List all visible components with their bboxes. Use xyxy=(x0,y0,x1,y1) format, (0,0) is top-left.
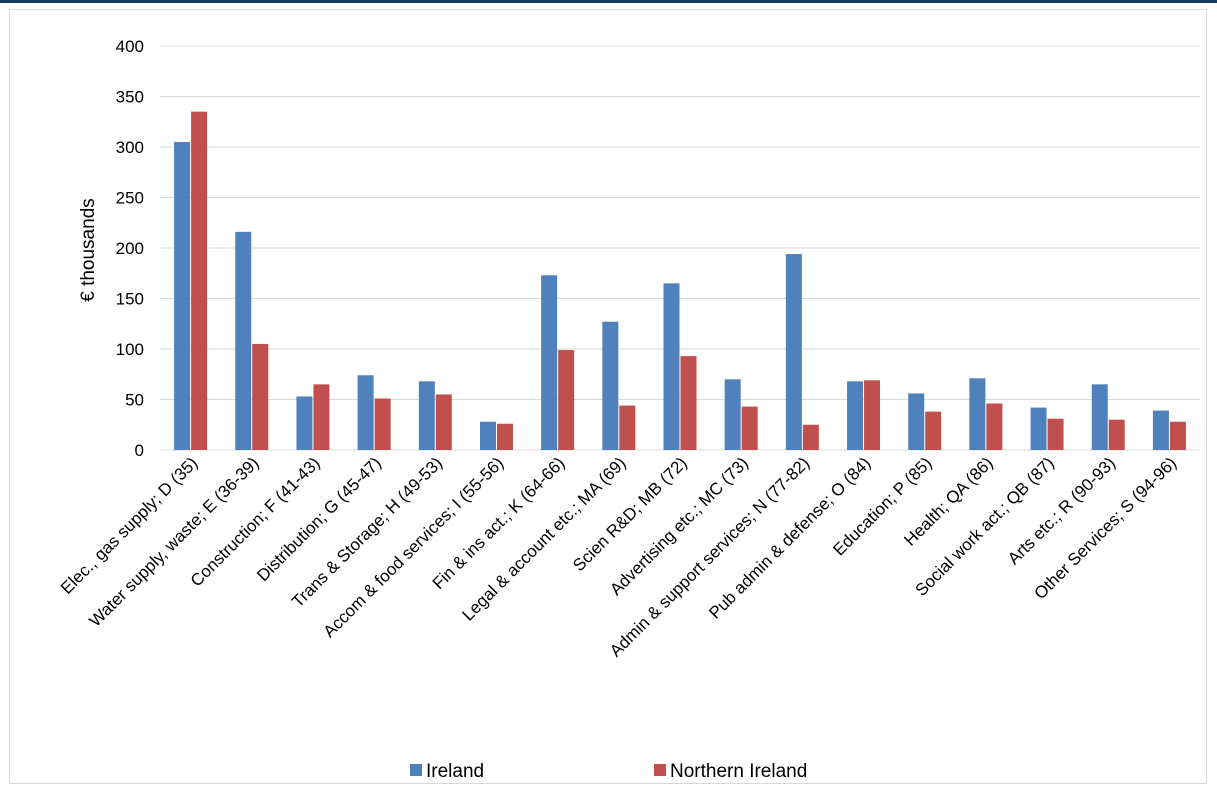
x-tick-label: Distribution; G (45-47) xyxy=(253,453,385,585)
bar-ireland xyxy=(724,379,741,450)
bar-northern-ireland xyxy=(1047,418,1064,450)
bar-northern-ireland xyxy=(191,111,208,451)
y-tick-label: 400 xyxy=(116,37,144,56)
bar-ireland xyxy=(296,396,313,450)
y-tick-label: 300 xyxy=(116,138,144,157)
bar-ireland xyxy=(908,393,925,450)
legend: Ireland Northern Ireland xyxy=(410,761,807,782)
legend-label: Northern Ireland xyxy=(670,761,807,782)
bar-ireland xyxy=(1152,410,1169,450)
bar-northern-ireland xyxy=(496,423,513,450)
bar-ireland xyxy=(235,231,252,450)
bar-northern-ireland xyxy=(1108,419,1125,450)
x-tick-label: Scien R&D; MB (72) xyxy=(569,453,691,575)
bar-ireland xyxy=(663,283,680,450)
top-border xyxy=(0,0,1217,3)
x-tick-label: Arts etc.; R (90-93) xyxy=(1004,453,1119,568)
bar-ireland xyxy=(969,378,986,450)
bar-ireland xyxy=(847,381,864,450)
bar-ireland xyxy=(602,321,619,450)
grid-layer xyxy=(160,45,1200,451)
bar-northern-ireland xyxy=(558,350,575,450)
bar-northern-ireland xyxy=(252,343,269,450)
bar-northern-ireland xyxy=(374,398,391,450)
legend-swatch xyxy=(410,764,422,776)
bar-northern-ireland xyxy=(802,424,819,450)
bar-ireland xyxy=(418,381,435,450)
legend-label: Ireland xyxy=(426,761,484,782)
bar-northern-ireland xyxy=(986,403,1003,450)
y-tick-label: 250 xyxy=(116,189,144,208)
y-tick-label: 100 xyxy=(116,340,144,359)
bar-northern-ireland xyxy=(680,356,697,450)
bar-ireland xyxy=(357,375,374,450)
bars-layer xyxy=(174,111,1186,451)
bar-ireland xyxy=(479,421,496,450)
bar-ireland xyxy=(785,254,802,450)
y-tick-label: 0 xyxy=(135,441,144,460)
bar-ireland xyxy=(1091,384,1108,450)
y-axis-title: € thousands xyxy=(78,198,99,302)
bar-northern-ireland xyxy=(864,380,881,450)
bar-northern-ireland xyxy=(1169,421,1186,450)
y-tick-label: 50 xyxy=(125,391,144,410)
bar-ireland xyxy=(1030,407,1047,450)
legend-swatch xyxy=(654,764,666,776)
bar-northern-ireland xyxy=(741,406,758,450)
y-tick-label: 200 xyxy=(116,239,144,258)
bar-northern-ireland xyxy=(435,394,452,450)
bar-ireland xyxy=(541,275,558,450)
bar-northern-ireland xyxy=(313,384,330,450)
bar-northern-ireland xyxy=(925,411,942,450)
y-tick-label: 350 xyxy=(116,88,144,107)
y-tick-label: 150 xyxy=(116,290,144,309)
bar-northern-ireland xyxy=(619,405,636,450)
chart-frame xyxy=(9,9,1207,784)
bar-ireland xyxy=(174,141,191,450)
